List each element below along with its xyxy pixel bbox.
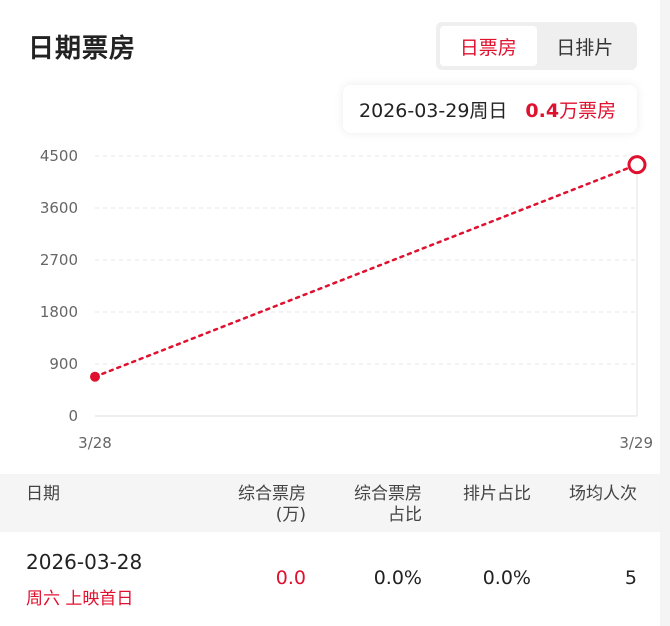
row-box-office: 0.0 — [275, 567, 306, 589]
svg-text:1800: 1800 — [40, 303, 78, 321]
table-row[interactable]: 2026-03-28 周六 上映首日 0.0 0.0% 0.0% 5 — [0, 532, 660, 622]
line-chart: 0 900 1800 2700 3600 4500 3/28 3/29 — [0, 140, 660, 460]
chart-tooltip: 2026-03-29周日 0.4万票房 — [343, 85, 637, 133]
svg-text:900: 900 — [49, 355, 78, 373]
row-subtitle: 周六 上映首日 — [26, 589, 134, 609]
scroll-gutter — [660, 0, 670, 626]
svg-text:2700: 2700 — [40, 251, 78, 269]
svg-text:4500: 4500 — [40, 147, 78, 165]
tooltip-value-suffix: 万票房 — [559, 99, 617, 122]
tab-switcher: 日票房 日排片 — [436, 22, 637, 70]
row-avg-attendance: 5 — [624, 567, 637, 589]
col-screening-share: 排片占比 — [463, 484, 531, 504]
row-box-share: 0.0% — [373, 567, 422, 589]
tooltip-value-number: 0.4 — [525, 99, 560, 122]
table-header: 日期 综合票房 (万) 综合票房 占比 排片占比 场均人次 — [0, 474, 660, 532]
tooltip-value: 0.4万票房 — [525, 96, 616, 123]
tab-daily-screenings[interactable]: 日排片 — [556, 36, 614, 59]
svg-text:3/28: 3/28 — [78, 434, 112, 452]
svg-text:0: 0 — [68, 407, 78, 425]
row-screening-share: 0.0% — [482, 567, 531, 589]
page-title: 日期票房 — [28, 34, 137, 64]
col-box-share: 综合票房 占比 — [354, 484, 422, 525]
col-date: 日期 — [26, 484, 60, 504]
tab-daily-box-office[interactable]: 日票房 — [440, 26, 537, 66]
row-date: 2026-03-28 — [26, 550, 143, 574]
tooltip-date: 2026-03-29周日 — [359, 99, 508, 122]
col-box-office: 综合票房 (万) — [238, 484, 306, 525]
col-avg-attendance: 场均人次 — [569, 484, 637, 504]
svg-text:3/29: 3/29 — [619, 434, 653, 452]
svg-text:3600: 3600 — [40, 199, 78, 217]
chart-plot: 0 900 1800 2700 3600 4500 3/28 3/29 — [40, 147, 653, 452]
